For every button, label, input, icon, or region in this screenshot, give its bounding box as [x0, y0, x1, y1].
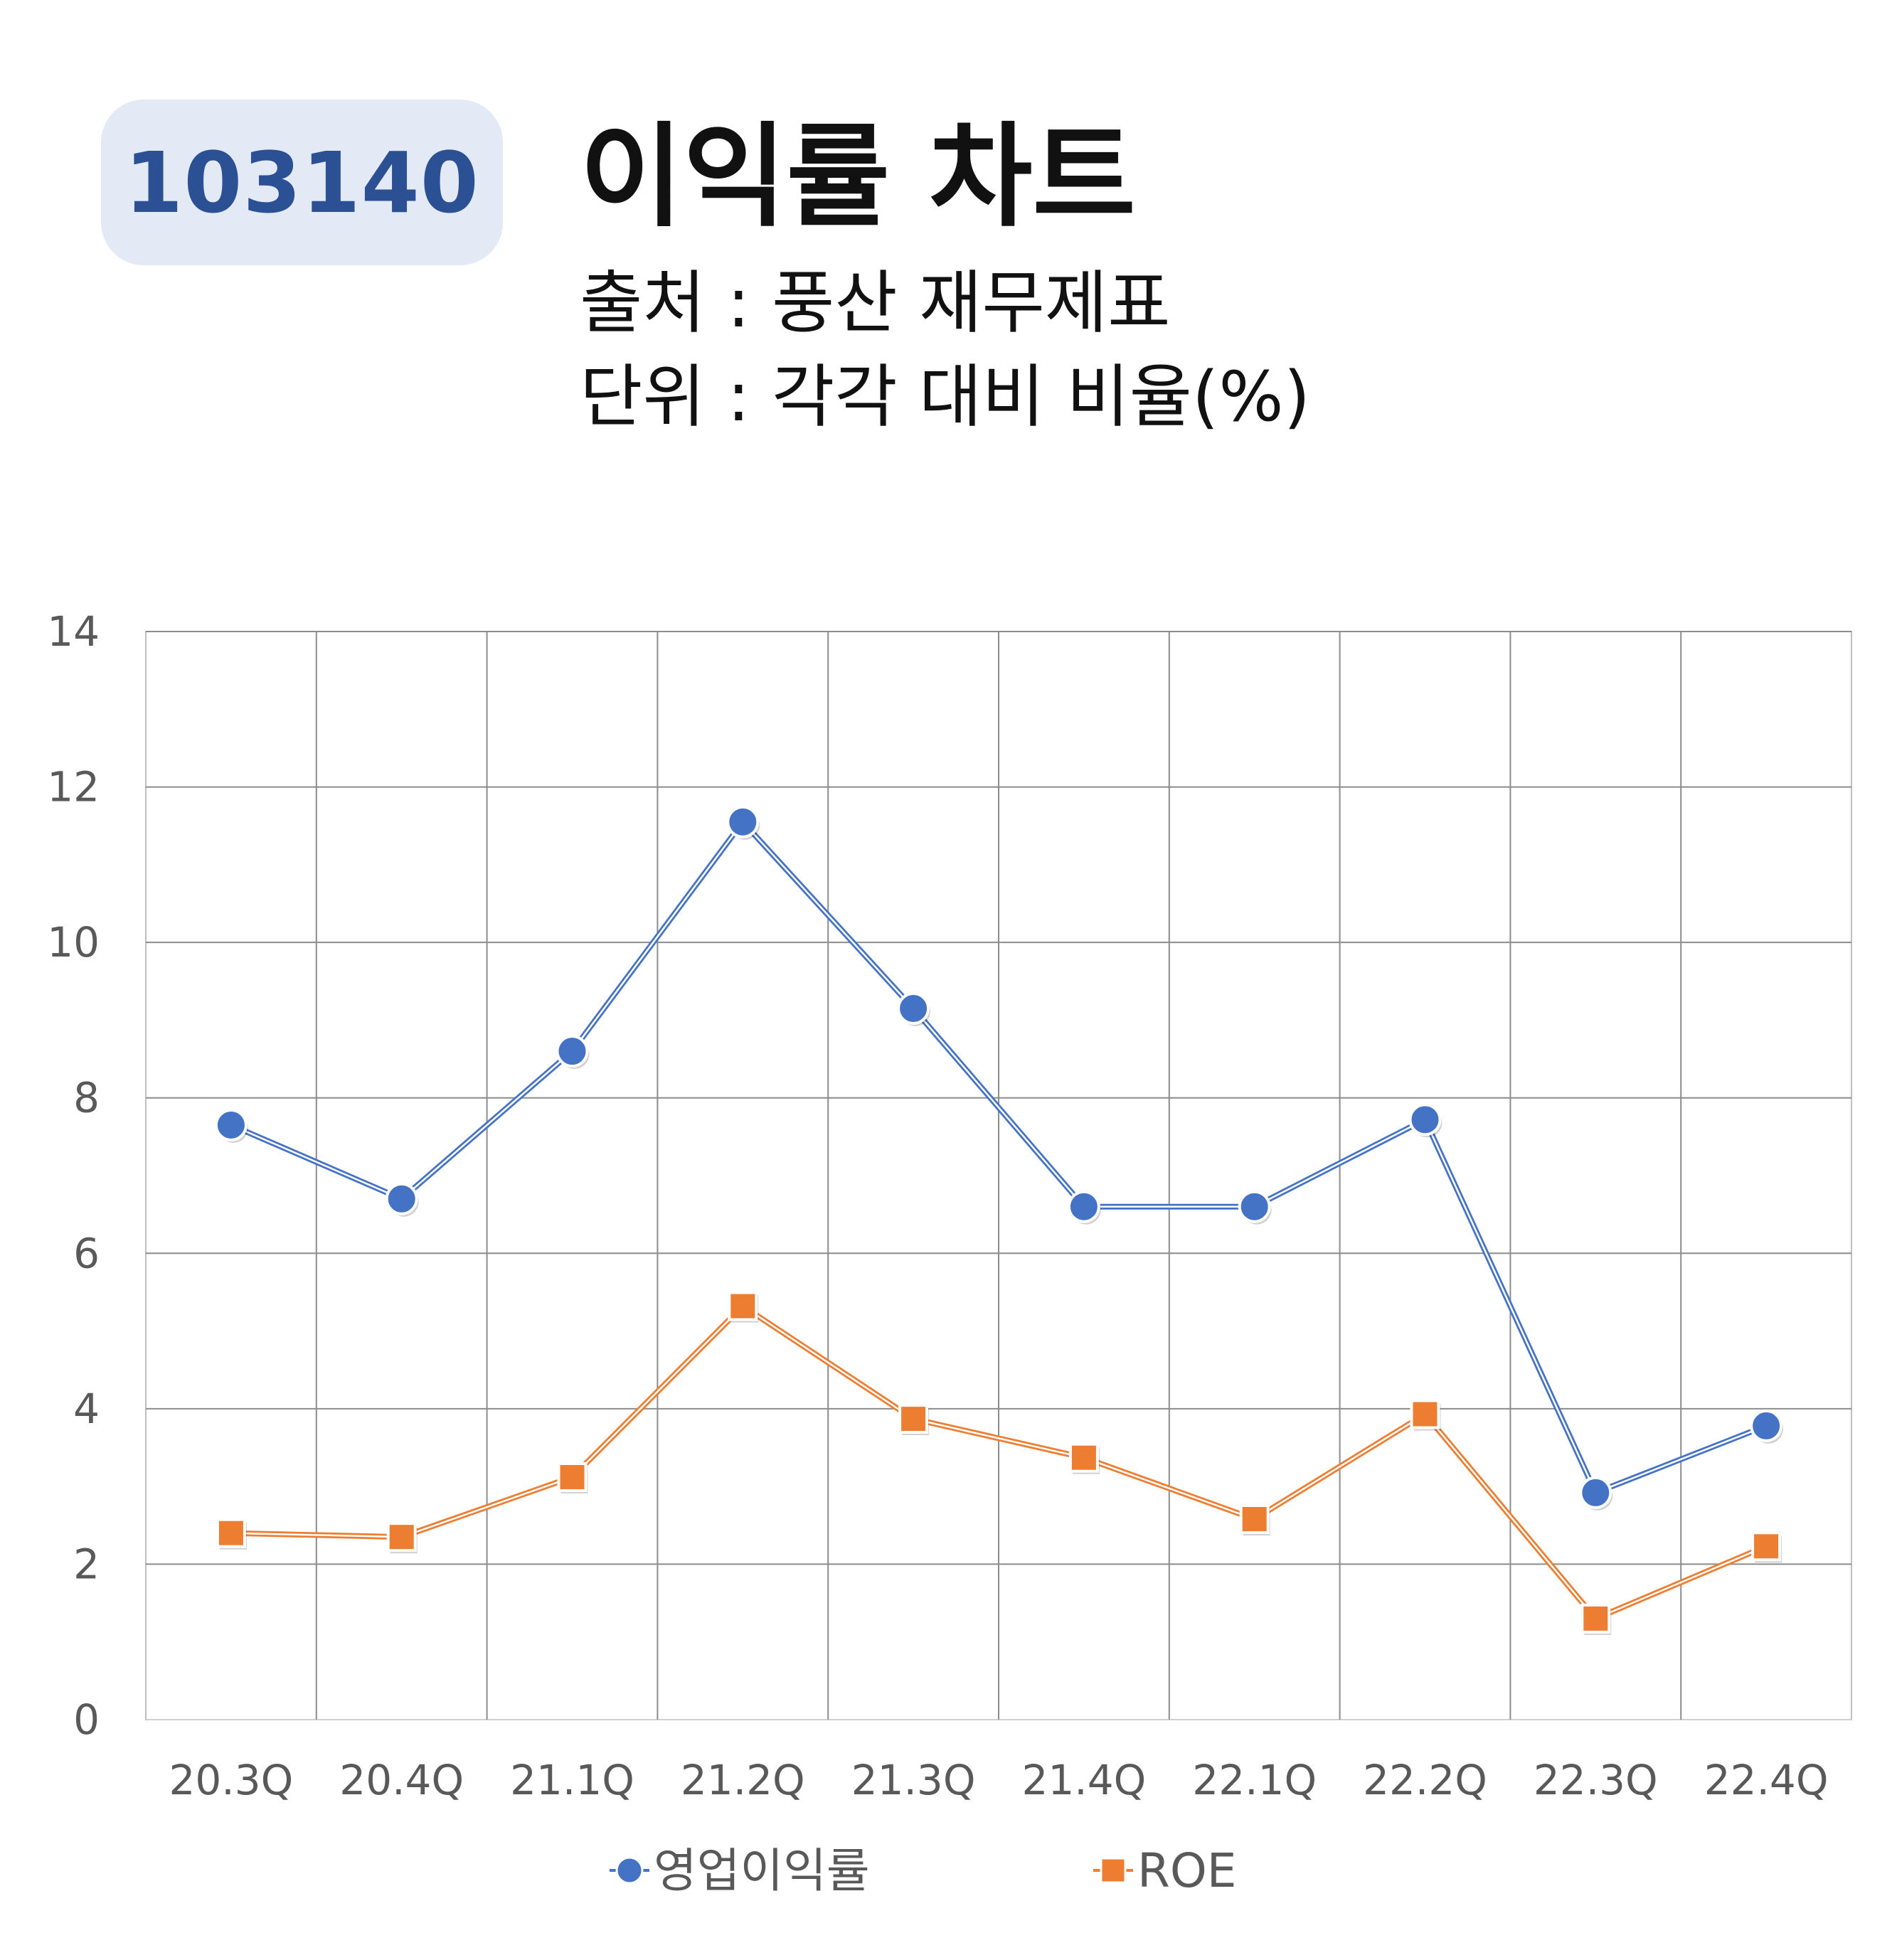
x-tick-label: 22.4Q	[1704, 1756, 1829, 1804]
stock-code: 103140	[124, 133, 479, 232]
data-point	[1239, 1504, 1270, 1535]
x-tick-label: 21.3Q	[851, 1756, 976, 1804]
chart-grid	[145, 631, 1852, 1720]
data-point	[216, 1518, 246, 1548]
data-point	[1750, 1409, 1783, 1442]
series-1	[214, 805, 1784, 1511]
y-tick-label: 6	[73, 1229, 100, 1277]
x-tick-label: 21.4Q	[1022, 1756, 1147, 1804]
data-point	[1238, 1190, 1271, 1223]
data-point	[898, 1404, 929, 1434]
x-tick-label: 20.3Q	[169, 1756, 294, 1804]
data-point	[214, 1108, 248, 1141]
data-point	[1579, 1476, 1612, 1509]
unit-note: 단위 : 각각 대비 비율(%)	[580, 357, 1311, 437]
data-point	[728, 1291, 758, 1321]
data-point	[1067, 1190, 1100, 1223]
stock-code-badge: 103140	[101, 100, 503, 265]
data-point	[1580, 1603, 1611, 1634]
data-point	[1068, 1442, 1099, 1473]
x-tick-label: 22.3Q	[1534, 1756, 1658, 1804]
page-title: 이익률 차트	[580, 112, 1136, 243]
y-tick-label: 12	[47, 763, 100, 811]
legend-item-2: ROE	[1093, 1843, 1237, 1898]
chart-series	[214, 805, 1784, 1635]
data-point	[897, 992, 930, 1026]
y-tick-label: 10	[47, 918, 100, 966]
y-tick-label: 4	[73, 1385, 100, 1433]
x-tick-label: 21.1Q	[510, 1756, 634, 1804]
data-point	[556, 1035, 589, 1068]
data-point	[557, 1462, 588, 1493]
x-tick-label: 21.2Q	[681, 1756, 805, 1804]
series-2	[216, 1291, 1782, 1635]
x-tick-label: 20.4Q	[339, 1756, 464, 1804]
series-line-highlight	[230, 821, 1767, 1494]
legend-marker	[1100, 1857, 1127, 1884]
data-point	[1410, 1399, 1440, 1429]
y-tick-label: 0	[73, 1695, 100, 1744]
series-line-highlight	[230, 1305, 1767, 1620]
x-axis-ticks: 20.3Q 20.4Q 21.1Q 21.2Q 21.3Q 21.4Q 22.1Q 22.2Q…	[169, 1756, 1829, 1804]
data-point	[1408, 1103, 1442, 1136]
legend-label: ROE	[1137, 1843, 1237, 1898]
legend-marker	[615, 1856, 644, 1885]
data-point	[1751, 1531, 1782, 1562]
chart-legend: 영업이익률 ROE	[610, 1843, 1237, 1898]
legend-item-1: 영업이익률	[610, 1843, 870, 1898]
y-tick-label: 14	[47, 607, 100, 656]
y-tick-label: 8	[73, 1074, 100, 1122]
source-note: 출처 : 풍산 재무제표	[580, 263, 1171, 343]
x-tick-label: 22.1Q	[1192, 1756, 1317, 1804]
data-point	[385, 1182, 418, 1215]
data-point	[386, 1522, 417, 1552]
legend-label: 영업이익률	[654, 1843, 870, 1898]
y-tick-label: 2	[73, 1540, 100, 1588]
y-axis-ticks: 0 2 4 6 8 10 12 14	[47, 607, 100, 1744]
x-tick-label: 22.2Q	[1363, 1756, 1487, 1804]
data-point	[726, 805, 760, 838]
